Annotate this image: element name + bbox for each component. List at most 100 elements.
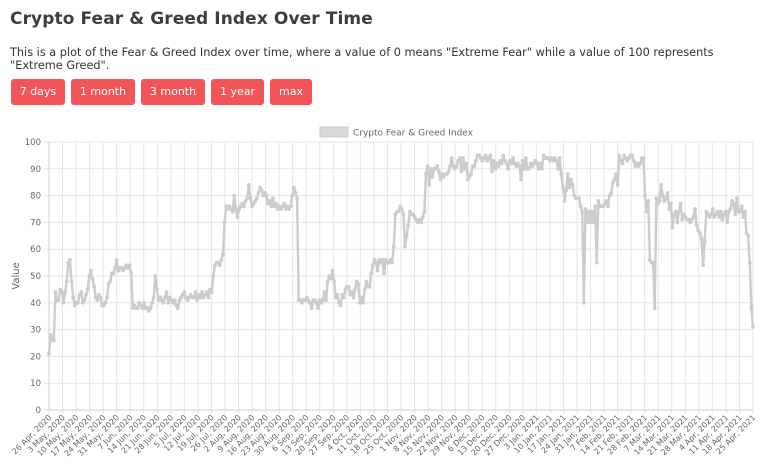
data-point	[631, 158, 636, 163]
data-point	[68, 258, 72, 262]
data-point	[614, 172, 618, 177]
range-7-days-button[interactable]: 7 days	[11, 79, 65, 105]
data-point	[680, 217, 685, 222]
data-point	[195, 298, 200, 303]
data-point	[751, 325, 755, 329]
data-point	[95, 298, 100, 303]
data-point	[230, 209, 235, 214]
data-point	[496, 164, 501, 169]
data-point	[200, 290, 204, 294]
y-tick-label: 40	[30, 299, 41, 309]
data-point	[84, 292, 88, 297]
range-1-month-button[interactable]: 1 month	[71, 79, 135, 105]
data-point	[519, 177, 523, 182]
data-point	[436, 169, 441, 174]
data-point	[670, 225, 675, 230]
data-point	[367, 284, 372, 289]
data-point	[581, 300, 586, 305]
data-point	[474, 158, 478, 163]
data-point	[738, 209, 743, 214]
data-point	[356, 282, 361, 286]
data-point	[594, 260, 599, 265]
data-point	[51, 338, 56, 343]
data-point	[163, 295, 167, 300]
data-point	[422, 209, 427, 214]
data-point	[638, 161, 643, 166]
data-point	[291, 185, 296, 190]
data-point	[720, 217, 725, 222]
data-point	[267, 199, 272, 203]
data-point	[483, 153, 488, 158]
data-point	[259, 188, 264, 193]
data-point	[615, 182, 620, 187]
data-point	[668, 201, 673, 206]
data-point	[404, 233, 409, 238]
data-point	[567, 185, 572, 190]
data-point	[375, 268, 380, 273]
data-point	[741, 215, 746, 219]
data-point	[676, 209, 681, 214]
legend-label: Crypto Fear & Greed Index	[353, 129, 474, 139]
data-point	[461, 156, 465, 160]
y-tick-label: 30	[30, 326, 41, 336]
data-point	[341, 295, 346, 300]
data-point	[554, 158, 559, 163]
data-point	[155, 287, 159, 292]
data-point	[718, 209, 723, 214]
y-tick-label: 60	[30, 245, 41, 255]
page-title: Crypto Fear & Greed Index Over Time	[10, 9, 373, 29]
data-point	[739, 204, 744, 209]
data-point	[749, 306, 754, 311]
data-point	[353, 287, 357, 292]
data-point	[596, 199, 601, 203]
range-3-month-button[interactable]: 3 month	[141, 79, 205, 105]
data-point	[129, 271, 134, 276]
data-point	[693, 207, 697, 211]
data-point	[221, 252, 225, 257]
data-point	[63, 290, 68, 294]
data-point	[271, 196, 275, 201]
data-point	[504, 161, 509, 166]
data-point	[362, 287, 367, 292]
range-max-button[interactable]: max	[270, 79, 312, 105]
data-point	[609, 191, 614, 195]
data-point	[591, 220, 596, 225]
y-tick-label: 50	[30, 272, 41, 282]
data-point	[556, 166, 560, 171]
data-point	[590, 209, 594, 214]
legend-swatch	[319, 126, 349, 138]
data-point	[87, 274, 92, 278]
data-point	[734, 196, 739, 201]
data-point	[699, 236, 704, 241]
data-point	[153, 274, 158, 278]
data-point	[464, 161, 469, 166]
data-point	[90, 276, 95, 281]
data-point	[419, 220, 424, 225]
data-point	[351, 295, 356, 300]
data-point	[48, 333, 53, 337]
data-point	[382, 271, 386, 276]
data-point	[644, 209, 649, 214]
data-point	[254, 196, 259, 201]
data-point	[364, 279, 369, 284]
range-1-year-button[interactable]: 1 year	[211, 79, 264, 105]
data-point	[329, 276, 333, 281]
data-point	[643, 193, 647, 198]
data-point	[325, 279, 330, 284]
data-point	[246, 182, 251, 187]
data-point	[562, 199, 567, 203]
data-point	[76, 300, 80, 305]
data-point	[233, 207, 238, 211]
data-point	[245, 196, 250, 201]
data-point	[728, 207, 733, 211]
data-point	[678, 201, 683, 206]
data-point	[79, 290, 84, 294]
data-point	[295, 196, 299, 201]
data-point	[652, 306, 657, 311]
data-point	[242, 204, 246, 209]
data-point	[282, 201, 287, 206]
data-point	[580, 209, 585, 214]
data-point	[651, 260, 656, 265]
data-point	[349, 290, 354, 294]
